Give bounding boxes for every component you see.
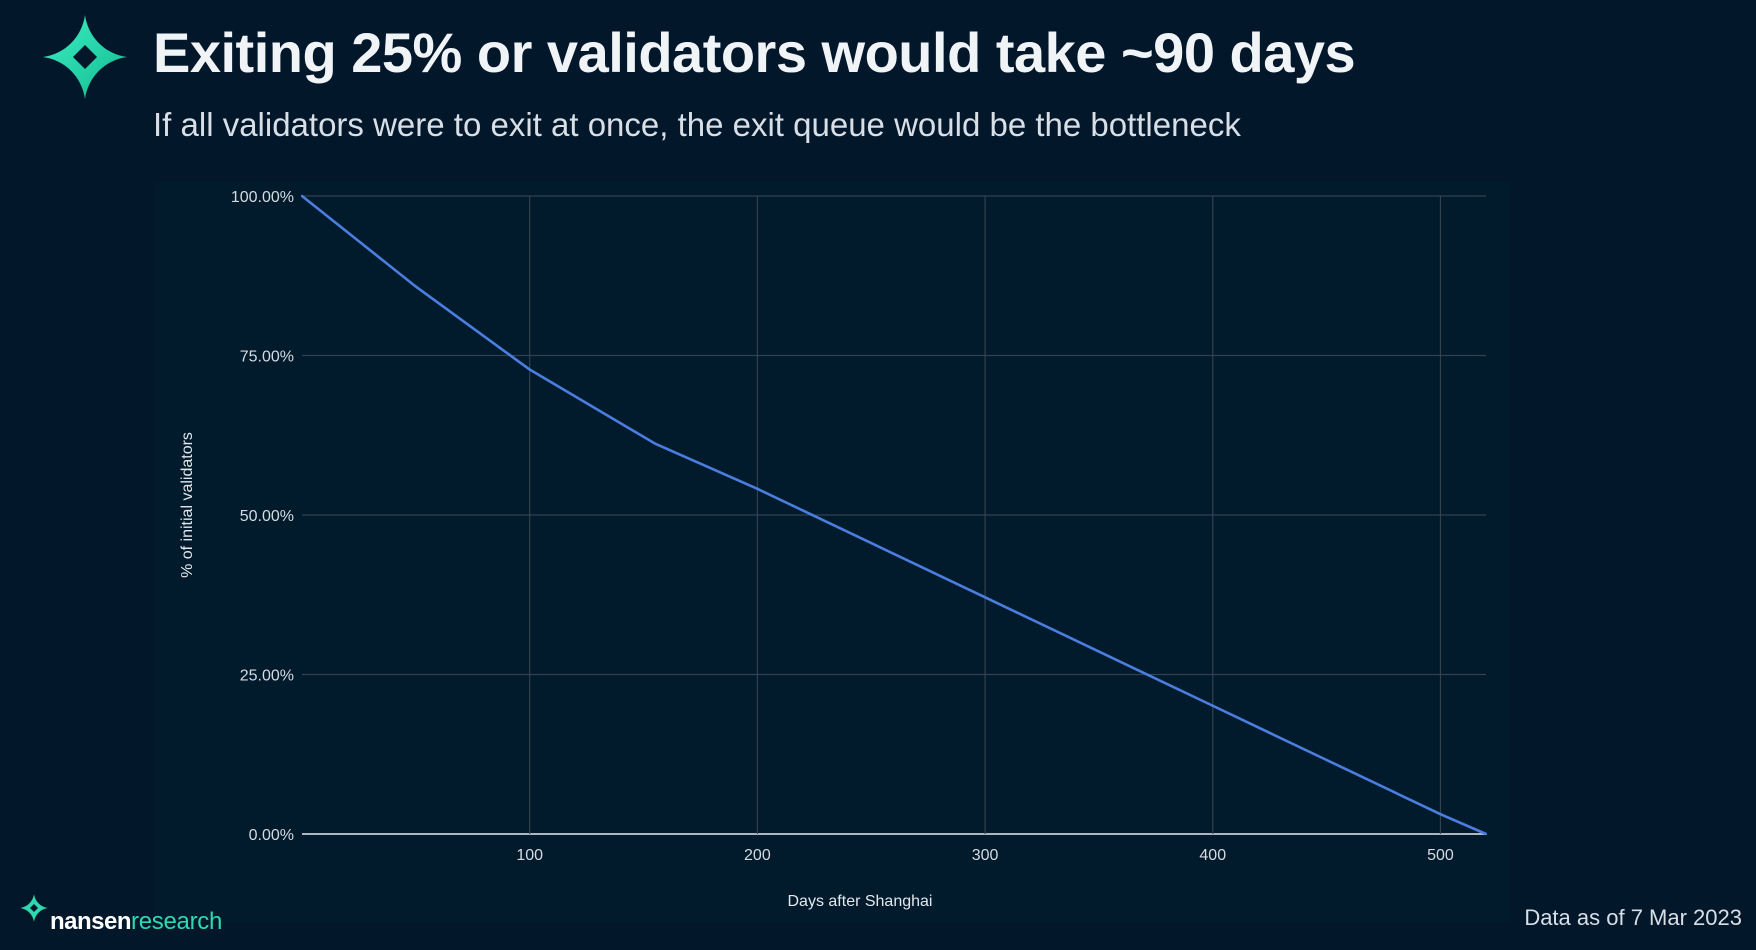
x-tick-label: 400 xyxy=(1199,847,1226,864)
data-point xyxy=(300,194,304,198)
nansen-star-icon xyxy=(20,894,48,922)
y-tick-label: 0.00% xyxy=(249,827,294,844)
data-point xyxy=(1439,813,1442,816)
data-point xyxy=(528,368,531,371)
y-axis-title: % of initial validators xyxy=(179,432,196,578)
series-line xyxy=(301,194,1487,836)
chart-panel: 0.00% 25.00% 50.00% 75.00% 100.00% 100 200 300 4… xyxy=(154,182,1510,922)
data-point xyxy=(1484,832,1488,836)
data-point xyxy=(756,487,759,491)
data-point xyxy=(1325,758,1328,762)
y-tick-label: 100.00% xyxy=(231,189,294,206)
brand-wordmark: nansen research xyxy=(20,894,222,934)
x-tick-label: 100 xyxy=(516,847,543,864)
x-tick-label: 200 xyxy=(744,847,771,864)
data-point xyxy=(414,285,418,288)
brand-suffix: research xyxy=(131,908,223,935)
data-point xyxy=(1211,704,1214,707)
y-tick-label: 50.00% xyxy=(240,508,294,525)
data-point xyxy=(1097,650,1101,653)
data-point xyxy=(653,442,657,445)
data-point xyxy=(983,596,987,599)
y-tick-label: 25.00% xyxy=(240,668,294,685)
page-title: Exiting 25% or validators would take ~90… xyxy=(153,21,1356,84)
page-subtitle: If all validators were to exit at once, … xyxy=(153,106,1241,143)
x-tick-label: 300 xyxy=(972,847,999,864)
y-tick-label: 75.00% xyxy=(240,349,294,366)
x-tick-label: 500 xyxy=(1427,847,1454,864)
x-axis-title: Days after Shanghai xyxy=(788,893,933,910)
data-date-note: Data as of 7 Mar 2023 xyxy=(1524,905,1742,930)
nansen-logo-icon xyxy=(43,15,127,99)
brand-name: nansen xyxy=(50,908,132,935)
data-point xyxy=(870,541,873,545)
line-chart: 0.00% 25.00% 50.00% 75.00% 100.00% 100 200 300 4… xyxy=(179,189,1488,910)
